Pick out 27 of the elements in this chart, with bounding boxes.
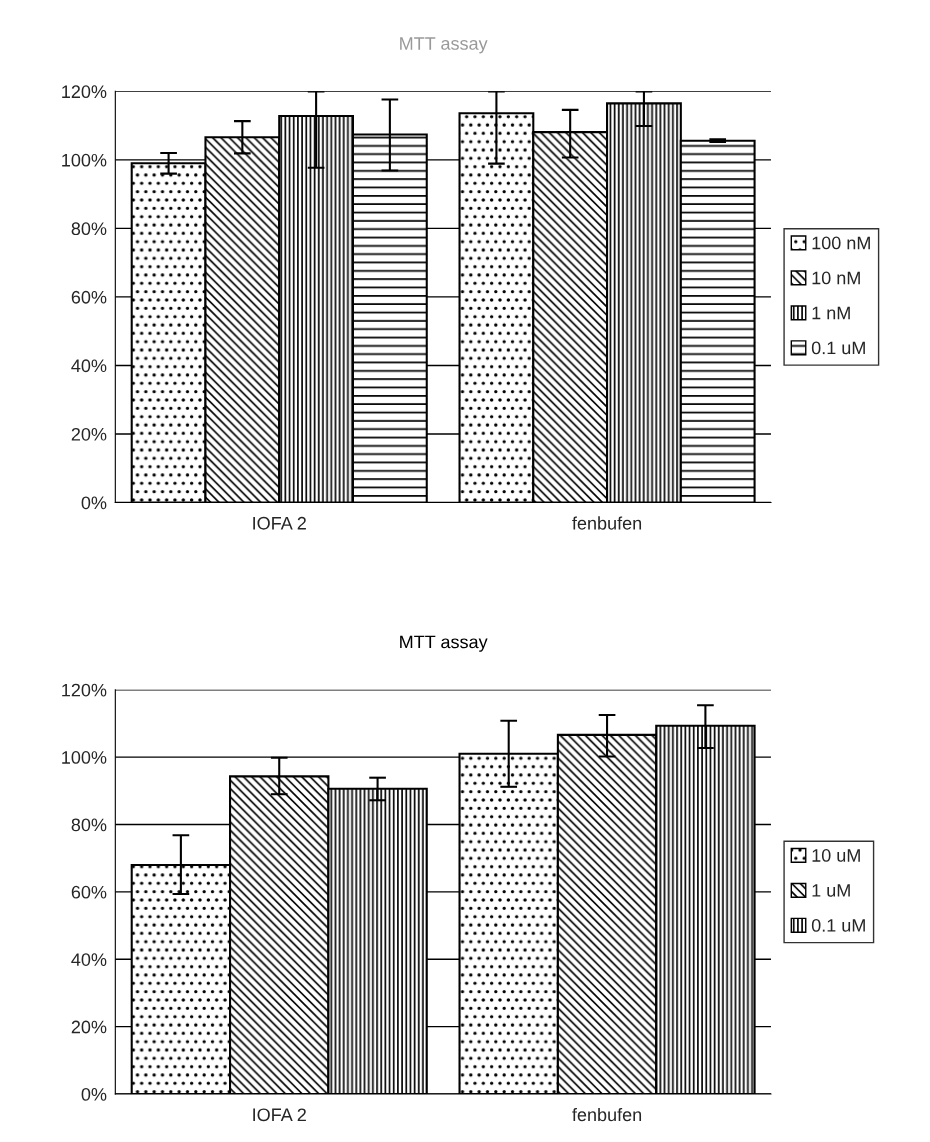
x-tick-label: IOFA 2 bbox=[253, 516, 306, 530]
y-tick-label: 0% bbox=[81, 1087, 107, 1101]
y-tick-label: 40% bbox=[71, 359, 107, 373]
x-tick-label: fenbufen bbox=[572, 1107, 642, 1122]
legend-label: 0.1 uM bbox=[811, 918, 865, 932]
y-tick-label: 40% bbox=[71, 953, 107, 966]
legend-label: 100 nM bbox=[812, 236, 870, 250]
legend-label: 10 uM bbox=[812, 849, 860, 862]
y-tick-label: 80% bbox=[71, 222, 107, 236]
legend-label: 1 nM bbox=[812, 306, 850, 320]
legend-label: 10 nM bbox=[812, 271, 860, 285]
legend-label: 1 uM bbox=[812, 884, 850, 897]
x-tick-label: fenbufen bbox=[572, 516, 642, 530]
y-tick-label: 80% bbox=[71, 818, 107, 832]
y-tick-label: 100% bbox=[62, 153, 107, 167]
y-tick-label: 0% bbox=[81, 496, 107, 510]
y-tick-label: 20% bbox=[71, 1020, 107, 1034]
y-tick-label: 120% bbox=[62, 85, 107, 99]
chart-title: MTT assay bbox=[400, 37, 488, 54]
y-tick-label: 20% bbox=[71, 427, 107, 441]
chart-title: MTT assay bbox=[400, 635, 488, 652]
y-tick-label: 100% bbox=[62, 751, 107, 764]
legend-label: 0.1 uM bbox=[811, 341, 865, 355]
x-tick-label: IOFA 2 bbox=[253, 1108, 306, 1122]
y-tick-label: 60% bbox=[71, 885, 107, 899]
y-tick-label: 60% bbox=[71, 290, 107, 304]
y-tick-label: 120% bbox=[62, 683, 107, 697]
